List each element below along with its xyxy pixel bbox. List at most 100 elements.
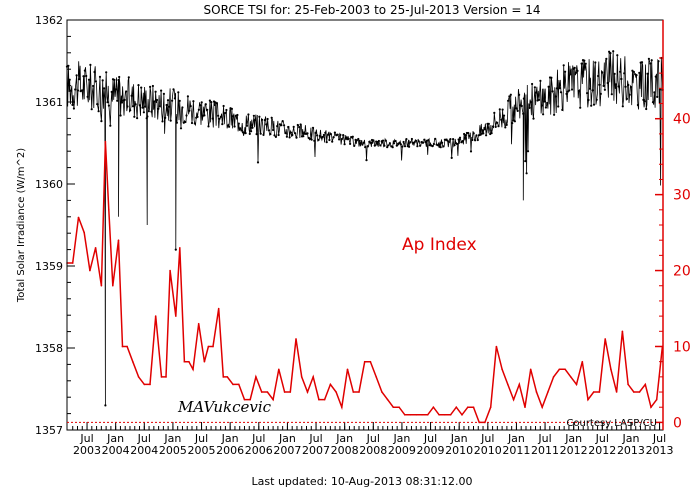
tsi-point: [160, 89, 163, 92]
ap-index-point: [409, 414, 412, 416]
right-axis: 0 10 20 30 40: [655, 57, 691, 431]
x-month-label: Jan: [278, 432, 296, 445]
ap-index-point: [655, 398, 658, 401]
tsi-point: [529, 101, 532, 104]
tsi-point: [522, 97, 526, 100]
tsi-point: [592, 103, 596, 106]
tsi-point: [630, 86, 633, 89]
tsi-point: [365, 159, 368, 162]
tsi-point: [196, 115, 199, 118]
right-tick-label: 20: [673, 264, 691, 280]
tsi-point: [624, 85, 627, 88]
tsi-point: [276, 125, 279, 128]
ap-index-point: [369, 360, 372, 363]
tsi-point: [441, 141, 444, 144]
tsi-point: [381, 139, 385, 142]
tsi-point: [449, 138, 452, 141]
ap-index-point: [529, 368, 532, 371]
tsi-point: [601, 71, 604, 74]
ap-index-point: [398, 406, 400, 409]
x-year-label: 2004: [102, 444, 130, 457]
tsi-point: [285, 135, 288, 138]
tsi-point: [284, 132, 287, 135]
ap-index-point: [212, 345, 214, 348]
tsi-point: [439, 146, 442, 149]
tsi-point: [210, 101, 213, 104]
tsi-point: [110, 90, 113, 93]
tsi-point: [339, 133, 342, 136]
tsi-point: [391, 146, 394, 149]
tsi-point: [314, 131, 317, 134]
tsi-point: [324, 131, 327, 134]
tsi-point: [150, 110, 153, 113]
tsi-point: [171, 99, 174, 102]
tsi-point: [399, 143, 402, 146]
ap-index-point: [495, 345, 498, 348]
x-month-label: Jul: [423, 432, 437, 445]
tsi-point: [130, 94, 133, 97]
tsi-point: [586, 92, 589, 95]
tsi-point: [357, 137, 360, 141]
ap-index-point: [432, 406, 435, 409]
x-axis: Jul2003Jan2004Jul2004Jan2005Jul2005Jan20…: [67, 421, 674, 457]
ap-index-series: [66, 140, 664, 424]
tsi-point: [76, 89, 80, 92]
tsi-point: [215, 102, 218, 105]
tsi-point: [225, 108, 228, 112]
tsi-point: [181, 106, 184, 109]
tsi-point: [467, 131, 470, 135]
ap-index-point: [507, 383, 509, 386]
left-tick-label: 1357: [35, 424, 63, 437]
tsi-point: [427, 139, 430, 142]
tsi-point: [100, 120, 103, 123]
x-month-label: Jan: [392, 432, 410, 445]
ap-index-point: [329, 383, 332, 386]
tsi-point: [127, 76, 130, 79]
tsi-point: [267, 129, 271, 132]
ap-index-point: [238, 383, 240, 386]
tsi-point: [627, 83, 630, 87]
tsi-point: [174, 248, 177, 251]
x-year-label: 2006: [245, 444, 273, 457]
tsi-point: [446, 139, 449, 142]
tsi-point: [311, 126, 315, 129]
tsi-point: [392, 142, 396, 145]
tsi-point: [408, 145, 411, 148]
right-tick-label: 0: [673, 415, 682, 431]
tsi-point: [568, 89, 571, 92]
x-year-label: 2004: [130, 444, 158, 457]
tsi-point: [496, 121, 499, 124]
tsi-point: [89, 63, 92, 66]
tsi-point: [562, 64, 565, 67]
tsi-point: [90, 108, 93, 111]
tsi-point: [508, 95, 511, 98]
tsi-point: [266, 117, 269, 121]
tsi-point: [239, 127, 242, 130]
tsi-point: [547, 85, 550, 88]
tsi-point: [118, 75, 121, 79]
tsi-point: [298, 126, 301, 129]
tsi-point: [254, 119, 257, 122]
tsi-point: [87, 78, 91, 81]
tsi-point: [94, 80, 97, 83]
tsi-point: [166, 99, 170, 102]
tsi-point: [289, 131, 293, 134]
tsi-point: [490, 132, 493, 135]
left-tick-label: 1360: [35, 178, 63, 191]
tsi-point: [605, 57, 608, 61]
tsi-point: [189, 105, 192, 108]
tsi-point: [162, 92, 165, 95]
ap-index-point: [169, 269, 171, 272]
tsi-point: [75, 74, 78, 77]
x-month-label: Jul: [652, 432, 666, 445]
ap-index-point: [547, 391, 549, 393]
left-axis-label: Total Solar Irradiance (W/m^2): [16, 148, 27, 303]
ap-index-point: [650, 406, 652, 409]
ap-index-point: [587, 398, 589, 401]
ap-index-point: [598, 391, 601, 393]
tsi-point: [442, 145, 445, 148]
tsi-point: [619, 70, 622, 73]
tsi-point: [621, 105, 624, 108]
tsi-point: [136, 117, 139, 120]
tsi-point: [645, 107, 648, 111]
